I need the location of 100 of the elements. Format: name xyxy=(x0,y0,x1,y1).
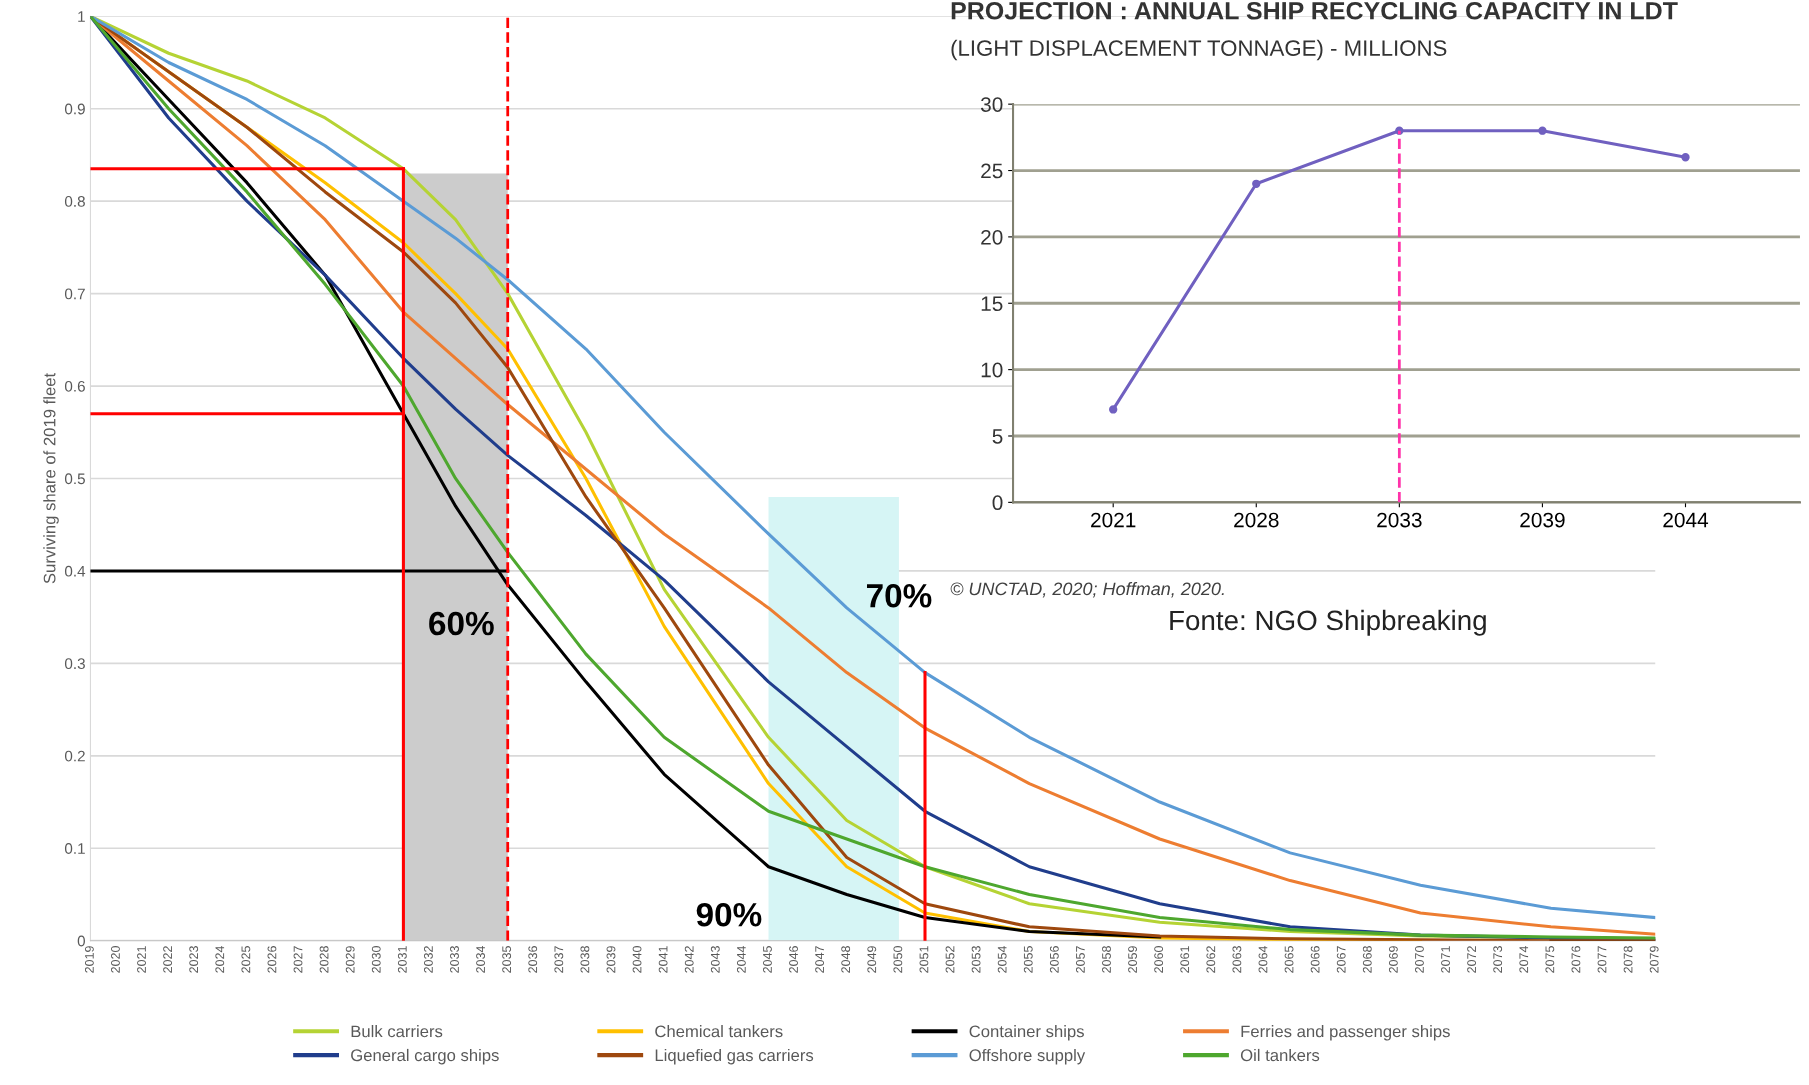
y-tick-label: 0 xyxy=(992,495,1003,511)
x-tick-label: 2027 xyxy=(293,946,303,973)
legend-label: Offshore supply xyxy=(969,1048,1086,1065)
x-tick-label: 2060 xyxy=(1154,946,1164,973)
x-tick-label: 2022 xyxy=(163,946,173,973)
x-tick-label: 2059 xyxy=(1128,946,1137,973)
x-tick-label: 2057 xyxy=(1075,946,1085,973)
y-tick-label: 10 xyxy=(981,362,1003,378)
y-tick-label: 15 xyxy=(981,296,1003,312)
x-tick-label: 2047 xyxy=(815,946,825,973)
x-tick-label: 2072 xyxy=(1467,946,1477,973)
y-axis-title: Surviving share of 2019 fleet xyxy=(43,372,59,584)
legend-label: Container ships xyxy=(969,1025,1084,1041)
x-tick-label: 2049 xyxy=(867,946,877,973)
x-tick-label: 2077 xyxy=(1597,946,1607,973)
annotation: Fonte: NGO Shipbreaking xyxy=(1170,609,1486,636)
x-tick-label: 2019 xyxy=(84,946,94,973)
x-tick-label: 2044 xyxy=(736,945,746,973)
x-tick-label: 2039 xyxy=(606,946,616,973)
x-tick-label: 2061 xyxy=(1180,946,1190,973)
x-tick-label: 2023 xyxy=(189,946,199,973)
annotation: 70% xyxy=(867,584,932,608)
x-tick-label: 2055 xyxy=(1023,946,1033,973)
chart-title: PROJECTION : ANNUAL SHIP RECYCLING CAPACITY IN LDT xyxy=(951,1,1678,20)
x-tick-label: 2074 xyxy=(1519,945,1529,973)
x-tick-label: 2028 xyxy=(319,946,329,973)
legend-label: Chemical tankers xyxy=(655,1025,783,1038)
x-tick-label: 2062 xyxy=(1206,946,1216,973)
x-tick-label: 2069 xyxy=(1388,946,1398,973)
x-tick-label: 2065 xyxy=(1284,946,1294,973)
x-tick-label: 2048 xyxy=(841,946,851,973)
y-tick-label: 30 xyxy=(980,97,1003,112)
chart-subtitle: (LIGHT DISPLACEMENT TONNAGE) - MILLIONS xyxy=(951,39,1447,61)
x-tick-label: 2038 xyxy=(580,946,590,973)
x-tick-label: 2036 xyxy=(528,946,538,973)
x-tick-label: 2043 xyxy=(710,946,720,973)
x-tick-label: 2070 xyxy=(1415,946,1424,973)
x-tick-label: 2051 xyxy=(919,946,929,973)
x-tick-label: 2030 xyxy=(371,946,381,973)
x-tick-label: 2029 xyxy=(345,946,355,973)
legend-label: Bulk carriers xyxy=(351,1025,443,1038)
x-tick-label: 2034 xyxy=(476,945,485,973)
x-tick-label: 2054 xyxy=(997,945,1007,973)
x-tick-label: 2041 xyxy=(658,946,668,973)
legend-label: Oil tankers xyxy=(1240,1048,1320,1062)
y-tick-label: 0 xyxy=(77,935,85,947)
x-tick-label: 2071 xyxy=(1441,946,1450,973)
x-tick-label: 2039 xyxy=(1520,512,1565,528)
x-tick-label: 2021 xyxy=(1091,512,1136,528)
x-tick-label: 2063 xyxy=(1232,946,1242,973)
x-tick-label: 2075 xyxy=(1545,946,1555,973)
x-tick-label: 2020 xyxy=(111,946,120,973)
x-tick-label: 2028 xyxy=(1234,512,1279,528)
y-tick-label: 0.7 xyxy=(64,288,85,300)
legend-label: Ferries and passenger ships xyxy=(1241,1025,1450,1041)
x-tick-label: 2078 xyxy=(1623,946,1633,973)
y-tick-label: 0.6 xyxy=(64,380,85,392)
x-tick-label: 2033 xyxy=(450,946,459,973)
x-tick-label: 2024 xyxy=(215,945,225,973)
y-tick-label: 0.4 xyxy=(64,565,86,577)
x-tick-label: 2076 xyxy=(1571,946,1581,973)
x-tick-label: 2025 xyxy=(241,946,251,973)
x-tick-label: 2050 xyxy=(893,946,903,973)
y-tick-label: 0.8 xyxy=(64,196,85,207)
x-tick-label: 2073 xyxy=(1493,946,1503,973)
x-tick-label: 2021 xyxy=(137,946,146,973)
x-tick-label: 2026 xyxy=(267,946,277,973)
x-tick-label: 2066 xyxy=(1310,946,1320,973)
annotation: 60% xyxy=(429,611,494,636)
x-tick-label: 2031 xyxy=(397,946,407,973)
x-tick-label: 2052 xyxy=(945,946,955,973)
x-tick-label: 2037 xyxy=(554,946,564,973)
legend-label: Liquefied gas carriers xyxy=(655,1048,814,1065)
x-tick-label: 2079 xyxy=(1649,946,1659,973)
x-tick-label: 2045 xyxy=(763,946,772,973)
y-tick-label: 1 xyxy=(78,11,85,22)
x-tick-label: 2067 xyxy=(1336,946,1346,973)
legend-label: General cargo ships xyxy=(351,1048,499,1065)
y-tick-label: 5 xyxy=(992,429,1003,444)
y-tick-label: 0.1 xyxy=(64,843,85,854)
x-tick-label: 2035 xyxy=(502,946,512,973)
annotation: 90% xyxy=(696,902,762,927)
x-tick-label: 2044 xyxy=(1663,512,1709,528)
y-tick-label: 0.3 xyxy=(64,658,85,670)
y-tick-label: 20 xyxy=(981,229,1003,245)
y-tick-label: 0.5 xyxy=(64,473,85,485)
x-tick-label: 2040 xyxy=(632,946,642,973)
x-tick-label: 2068 xyxy=(1362,946,1372,973)
y-tick-label: 25 xyxy=(981,163,1003,179)
y-tick-label: 0.9 xyxy=(64,103,85,115)
x-tick-label: 2033 xyxy=(1377,512,1422,528)
x-tick-label: 2064 xyxy=(1258,945,1268,973)
x-tick-label: 2058 xyxy=(1102,946,1111,973)
x-tick-label: 2042 xyxy=(684,946,694,973)
x-tick-label: 2032 xyxy=(423,946,433,973)
x-tick-label: 2056 xyxy=(1049,946,1059,973)
y-tick-label: 0.2 xyxy=(64,750,85,762)
x-tick-label: 2046 xyxy=(789,946,798,973)
annotation: © UNCTAD, 2020; Hoffman, 2020. xyxy=(950,581,1224,598)
x-tick-label: 2053 xyxy=(971,946,981,973)
